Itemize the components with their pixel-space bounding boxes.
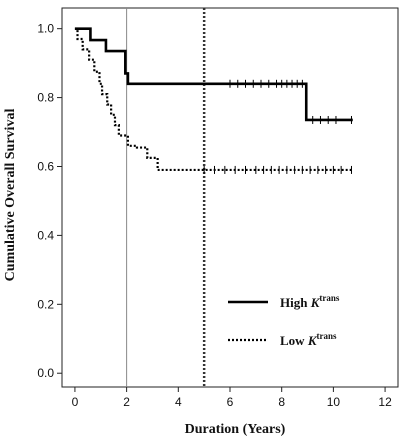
x-tick-label: 12 bbox=[378, 395, 392, 409]
y-tick-label: 0.4 bbox=[37, 228, 54, 242]
x-tick-label: 4 bbox=[175, 395, 182, 409]
x-tick-label: 6 bbox=[227, 395, 234, 409]
legend-label: Low Ktrans bbox=[280, 331, 337, 348]
x-tick-label: 10 bbox=[327, 395, 341, 409]
x-tick-label: 2 bbox=[123, 395, 130, 409]
legend-entry-low: Low Ktrans bbox=[228, 331, 337, 348]
y-tick-label: 0.6 bbox=[37, 159, 54, 173]
y-tick-label: 0.2 bbox=[37, 297, 54, 311]
ticks-layer: 0 2 4 6 8 10 12 0.0 0.2 0.4 0.6 0.8 1.0 bbox=[37, 22, 392, 409]
y-axis-title: Cumulative Overall Survival bbox=[3, 109, 18, 282]
plot-frame bbox=[61, 7, 399, 388]
x-axis-title: Duration (Years) bbox=[185, 422, 286, 437]
y-tick-label: 1.0 bbox=[37, 22, 54, 36]
reference-lines bbox=[126, 8, 206, 387]
survival-curve bbox=[74, 27, 353, 122]
series-low-ktrans bbox=[74, 27, 353, 174]
plot-area-border bbox=[61, 7, 399, 388]
series-layer bbox=[74, 27, 353, 174]
y-tick-label: 0.0 bbox=[37, 366, 54, 380]
x-tick-label: 8 bbox=[278, 395, 285, 409]
x-tick-label: 0 bbox=[72, 395, 79, 409]
y-tick-label: 0.8 bbox=[37, 91, 54, 105]
survival-curve bbox=[74, 27, 353, 172]
legend-entry-high: High Ktrans bbox=[228, 293, 340, 310]
series-high-ktrans bbox=[74, 27, 353, 124]
legend: High Ktrans Low Ktrans bbox=[228, 293, 340, 348]
legend-label: High Ktrans bbox=[280, 293, 340, 310]
